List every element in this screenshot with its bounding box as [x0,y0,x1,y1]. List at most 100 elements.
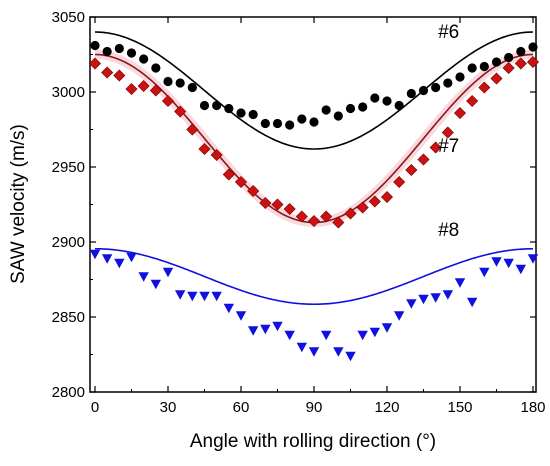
data-point [260,324,271,335]
data-point [126,48,137,58]
data-point [162,267,174,278]
x-tick-label: 180 [520,399,545,416]
y-tick-label: 2950 [52,159,85,176]
data-point [502,61,515,75]
data-point [235,311,247,321]
data-point [345,103,356,114]
data-point [149,84,162,97]
data-point [380,190,394,204]
data-point [139,54,149,64]
data-point [454,278,466,288]
data-point [526,55,540,69]
data-point [212,100,222,111]
data-point [211,291,222,302]
x-tick-label: 120 [374,399,399,416]
data-point [295,210,308,223]
y-tick-label: 3050 [52,9,85,26]
data-point [369,327,381,338]
data-point [430,293,441,303]
series-label: #8 [438,220,459,241]
data-point [126,252,137,263]
y-tick-label: 2850 [52,309,85,326]
data-point [150,279,162,290]
data-point [101,254,113,264]
data-point [405,163,418,177]
data-point [466,297,478,308]
data-point [272,118,283,129]
data-point [406,88,416,99]
data-point [88,57,102,70]
data-point [222,168,235,181]
data-point [174,290,186,300]
data-point [515,264,527,275]
data-point [199,100,210,111]
data-point [418,85,429,96]
y-axis: 2800 2850 2900 2950 3000 3050 [52,9,536,401]
data-point [491,57,502,67]
data-point [356,201,369,214]
data-point [163,76,173,87]
data-point [321,105,331,115]
data-point [381,323,393,333]
data-point [234,175,248,189]
series-labels: #6 #7 #8 [438,22,459,241]
data-point [332,216,345,229]
data-point [406,299,417,309]
data-point [393,175,406,189]
x-tick-label: 30 [160,399,177,416]
data-point [296,342,308,353]
data-point [284,330,295,341]
data-point [320,330,332,341]
data-point [344,207,357,220]
data-point [345,351,356,362]
data-point [137,79,150,93]
data-point [333,111,343,121]
data-point [259,196,272,210]
data-point [418,294,429,305]
data-points [88,40,540,362]
data-point [455,72,465,82]
data-point [442,290,454,300]
fit-band [94,50,534,228]
data-point [272,321,283,332]
y-tick-label: 2800 [52,384,85,401]
fit-curves [94,31,534,306]
y-axis-title: SAW velocity (m/s) [8,124,29,284]
data-point [307,214,321,228]
data-point [320,210,333,223]
data-point [285,120,295,130]
y-tick-label: 2900 [52,234,85,251]
x-tick-label: 60 [233,399,250,416]
data-point [174,105,187,118]
data-point [504,52,514,63]
data-point [247,326,259,336]
data-point [247,184,260,198]
data-point [527,254,539,264]
data-point [467,63,477,73]
data-point [223,303,235,314]
data-point [503,258,514,269]
data-point [516,46,526,57]
data-point [102,46,112,57]
data-point [113,69,126,82]
data-point [441,126,454,139]
data-point [429,141,442,154]
data-point [478,81,491,94]
data-point [114,258,125,269]
data-point [490,72,503,85]
data-point [368,195,381,208]
data-point [393,311,405,321]
data-point [466,94,479,108]
data-point [431,82,441,93]
data-point [394,100,404,111]
data-point [271,198,284,211]
data-point [187,291,198,302]
data-point [370,93,380,103]
data-point [514,57,527,70]
y-tick-label: 3000 [52,84,85,101]
data-point [453,106,467,120]
fit-curve [94,53,534,224]
data-point [224,103,234,114]
data-point [382,96,392,106]
